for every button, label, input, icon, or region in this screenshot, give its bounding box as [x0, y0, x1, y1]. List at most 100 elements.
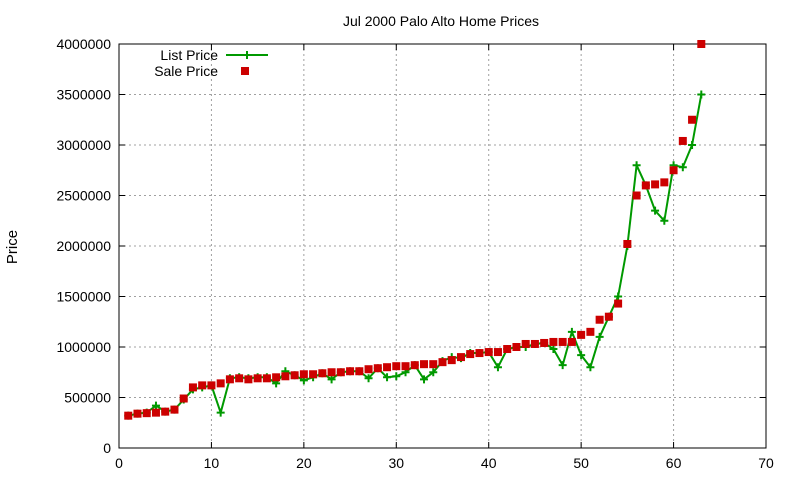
sale-price-point: [521, 339, 530, 348]
sale-price-point: [299, 370, 308, 379]
sale-price-point: [364, 365, 373, 374]
y-axis-label: Price: [4, 230, 21, 264]
sale-price-point: [632, 191, 641, 200]
sale-price-point: [577, 330, 586, 339]
list-price-point: [429, 368, 438, 377]
sale-price-point: [318, 369, 327, 378]
sale-price-point: [660, 178, 669, 187]
sale-price-point: [142, 409, 151, 418]
sale-price-point: [244, 375, 253, 384]
list-price-point: [660, 216, 669, 225]
sale-price-point: [151, 408, 160, 417]
sale-price-point: [188, 383, 197, 392]
list-price-point: [392, 372, 401, 381]
sale-price-point: [669, 166, 678, 175]
sale-price-point: [456, 353, 465, 362]
sale-price-point: [438, 358, 447, 367]
sale-price-point: [558, 337, 567, 346]
sale-price-point: [216, 379, 225, 388]
sale-price-point: [290, 371, 299, 380]
x-tick-label: 20: [296, 455, 312, 471]
sale-price-point: [540, 338, 549, 347]
list-price-point: [383, 373, 392, 382]
y-tick-label: 4000000: [56, 36, 111, 52]
sale-price-point: [503, 345, 512, 354]
y-tick-label: 3000000: [56, 137, 111, 153]
x-tick-label: 30: [388, 455, 404, 471]
list-price-point: [364, 374, 373, 383]
x-tick-label: 40: [481, 455, 497, 471]
legend-label-0: List Price: [160, 47, 218, 63]
chart-title: Jul 2000 Palo Alto Home Prices: [343, 13, 539, 29]
list-price-point: [327, 375, 336, 384]
list-price-point: [678, 163, 687, 172]
sale-price-point: [253, 374, 262, 383]
y-tick-label: 3500000: [56, 87, 111, 103]
sale-price-point: [641, 181, 650, 190]
sale-price-point: [567, 337, 576, 346]
sale-price-point: [549, 337, 558, 346]
sale-price-point: [623, 239, 632, 248]
sale-price-point: [161, 407, 170, 416]
y-tick-label: 500000: [64, 390, 111, 406]
sale-price-point: [595, 315, 604, 324]
sale-price-point: [410, 361, 419, 370]
sale-price-point: [133, 409, 142, 418]
sale-price-point: [484, 348, 493, 357]
sale-price-point: [429, 360, 438, 369]
y-tick-label: 2500000: [56, 188, 111, 204]
list-price-point: [614, 292, 623, 301]
sale-price-point: [327, 368, 336, 377]
list-price-point: [595, 332, 604, 341]
sale-price-point: [447, 356, 456, 365]
sale-price-point: [346, 367, 355, 376]
sale-price-point: [336, 368, 345, 377]
sale-price-point: [392, 362, 401, 371]
axes: 0 10 20 30 40 50 60 70 0 500000 1000000 1500000 2000…: [56, 36, 774, 471]
sale-price-point: [124, 411, 133, 420]
sale-price-point: [688, 115, 697, 124]
sale-price-point: [225, 375, 234, 384]
sale-price-point: [179, 394, 188, 403]
sale-price-point: [373, 364, 382, 373]
list-price-point: [151, 401, 160, 410]
plot-frame: [118, 43, 767, 449]
sale-price-point: [281, 372, 290, 381]
legend-plus-marker: [243, 51, 251, 59]
sale-price-point: [272, 373, 281, 382]
sale-price-point: [475, 349, 484, 358]
list-price-point: [549, 345, 558, 354]
x-tick-label: 70: [758, 455, 774, 471]
sale-price-point: [420, 360, 429, 369]
list-price-point: [688, 141, 697, 149]
sale-price-point: [355, 367, 364, 376]
list-price-point: [216, 408, 225, 417]
sale-price-point: [170, 405, 179, 414]
y-tick-label: 1000000: [56, 339, 111, 355]
sale-price-point: [678, 136, 687, 145]
list-price-point: [586, 363, 595, 372]
sale-price-point: [466, 350, 475, 359]
list-price-point: [651, 206, 660, 215]
grid: [119, 43, 766, 448]
legend-label-1: Sale Price: [154, 63, 218, 79]
sale-price-point: [383, 363, 392, 372]
sale-price-point: [309, 370, 318, 379]
x-tick-label: 10: [204, 455, 220, 471]
list-price-point: [632, 161, 641, 170]
sale-price-point: [207, 381, 216, 390]
list-price-point: [493, 363, 502, 372]
sale-price-point: [493, 348, 502, 357]
x-tick-label: 50: [573, 455, 589, 471]
list-price-point: [577, 351, 586, 360]
sale-price-point: [198, 381, 207, 390]
sale-price-point: [401, 362, 410, 371]
y-tick-label: 0: [103, 440, 111, 456]
sale-price-point: [697, 40, 706, 48]
sale-price-point: [530, 339, 539, 348]
legend-square-marker: [241, 67, 249, 75]
sale-price-point: [235, 374, 244, 383]
sale-price-point: [614, 299, 623, 308]
sale-price-point: [262, 374, 271, 383]
